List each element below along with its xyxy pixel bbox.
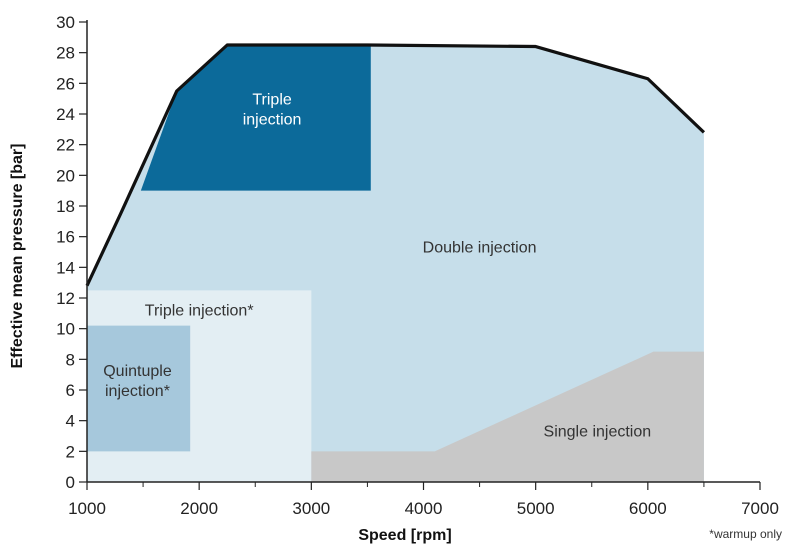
y-tick-label: 10 bbox=[56, 320, 75, 339]
y-tick-label: 26 bbox=[56, 74, 75, 93]
region-label-line: Double injection bbox=[423, 239, 537, 256]
x-tick-label: 5000 bbox=[517, 499, 555, 518]
y-tick-label: 22 bbox=[56, 136, 75, 155]
y-tick-label: 8 bbox=[66, 350, 75, 369]
y-tick-label: 20 bbox=[56, 166, 75, 185]
region-triple-injection bbox=[140, 45, 371, 191]
x-tick-label: 4000 bbox=[405, 499, 443, 518]
full-load-curve-layer bbox=[85, 43, 706, 287]
y-tick-label: 28 bbox=[56, 44, 75, 63]
y-tick-label: 14 bbox=[56, 258, 75, 277]
region-quintuple-injection-warmup bbox=[87, 325, 191, 452]
x-axis-title: Speed [rpm] bbox=[358, 527, 451, 544]
y-tick-label: 30 bbox=[56, 13, 75, 32]
region-layer bbox=[87, 45, 704, 482]
full-load-curve bbox=[85, 43, 706, 287]
region-label-line: injection* bbox=[105, 383, 170, 400]
warmup-footnote: *warmup only bbox=[709, 527, 782, 541]
x-tick-label: 7000 bbox=[741, 499, 779, 518]
x-tick-label: 3000 bbox=[292, 499, 330, 518]
region-label-line: Triple bbox=[252, 91, 292, 108]
region-label-single-injection: Single injection bbox=[544, 423, 652, 440]
region-label-line: Single injection bbox=[544, 423, 652, 440]
region-label-triple-injection: Triple injection bbox=[243, 91, 302, 128]
y-tick-label: 16 bbox=[56, 228, 75, 247]
region-label-line: Quintuple bbox=[103, 363, 172, 380]
x-tick-label: 1000 bbox=[68, 499, 106, 518]
y-tick-label: 18 bbox=[56, 197, 75, 216]
x-tick-label: 6000 bbox=[629, 499, 667, 518]
y-tick-label: 12 bbox=[56, 289, 75, 308]
region-single-injection bbox=[311, 351, 704, 482]
y-tick-label: 6 bbox=[66, 381, 75, 400]
region-label-triple-injection-warmup: Triple injection* bbox=[145, 302, 254, 319]
y-axis-title: Effective mean pressure [bar] bbox=[9, 144, 26, 369]
region-label-line: injection bbox=[243, 111, 302, 128]
region-label-double-injection: Double injection bbox=[423, 239, 537, 256]
y-tick-label: 24 bbox=[56, 105, 75, 124]
region-label-quintuple-injection-warmup: Quintuple injection* bbox=[103, 363, 172, 400]
region-label-line: Triple injection* bbox=[145, 302, 254, 319]
x-tick-label: 2000 bbox=[180, 499, 218, 518]
y-tick-label: 4 bbox=[66, 412, 75, 431]
y-tick-label: 0 bbox=[66, 473, 75, 492]
y-tick-label: 2 bbox=[66, 442, 75, 461]
